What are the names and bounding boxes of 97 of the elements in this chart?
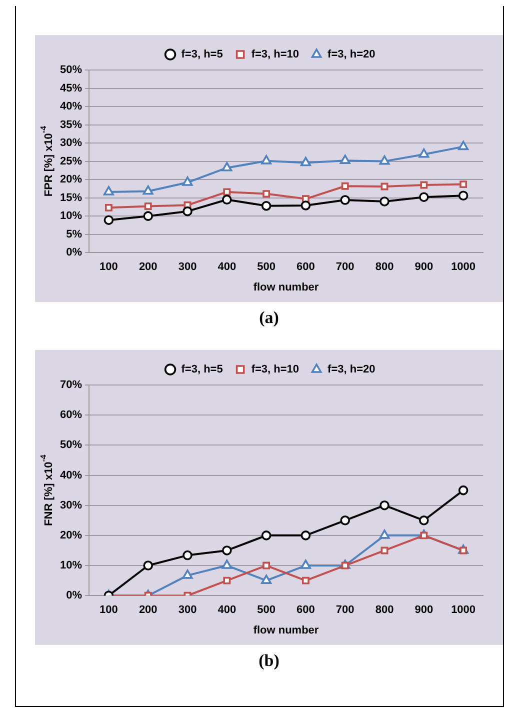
y-tick-label: 30% bbox=[60, 137, 82, 150]
point bbox=[223, 188, 231, 196]
point bbox=[380, 196, 390, 206]
legend-label: f=3, h=5 bbox=[181, 48, 223, 61]
legend-label: f=3, h=20 bbox=[328, 48, 376, 61]
x-axis-title: flow number bbox=[253, 624, 320, 636]
x-tick-label: 300 bbox=[178, 261, 197, 274]
point bbox=[103, 186, 114, 196]
point bbox=[458, 485, 468, 496]
point bbox=[300, 560, 311, 569]
x-tick-label: 900 bbox=[414, 604, 434, 616]
x-tick-label: 1000 bbox=[451, 261, 476, 274]
point bbox=[458, 140, 469, 150]
y-tick-label: 0% bbox=[66, 590, 82, 602]
point bbox=[460, 180, 468, 188]
point bbox=[380, 500, 390, 510]
x-tick-label: 700 bbox=[336, 261, 354, 274]
point bbox=[261, 200, 272, 211]
point bbox=[182, 176, 193, 186]
y-tick-label: 50% bbox=[60, 64, 82, 76]
text: (b) bbox=[258, 651, 280, 671]
point bbox=[340, 195, 350, 205]
y-tick-label: 20% bbox=[60, 529, 82, 542]
y-tick-label: 5% bbox=[66, 228, 82, 240]
x-tick-label: 100 bbox=[100, 604, 118, 616]
point bbox=[143, 560, 154, 570]
legend-label: f=3, h=20 bbox=[328, 364, 376, 376]
legend-label: f=3, h=5 bbox=[181, 364, 223, 376]
point bbox=[300, 156, 311, 166]
y-tick-label: 0% bbox=[66, 246, 82, 259]
y-tick-label: 40% bbox=[60, 469, 82, 482]
x-tick-label: 500 bbox=[257, 261, 276, 274]
x-tick-label: 900 bbox=[414, 261, 434, 274]
point bbox=[222, 162, 232, 172]
y-tick-label: 40% bbox=[60, 100, 82, 113]
y-axis-title: FPR [%] x10-4 bbox=[39, 125, 56, 197]
point bbox=[182, 206, 192, 216]
y-tick-label: 25% bbox=[60, 155, 82, 168]
point bbox=[418, 148, 430, 158]
y-tick-label: 70% bbox=[60, 379, 82, 392]
y-tick-label: 35% bbox=[60, 118, 82, 131]
legend-label: f=3, h=10 bbox=[251, 364, 300, 376]
x-tick-label: 600 bbox=[296, 604, 315, 616]
y-tick-label: 15% bbox=[60, 192, 82, 204]
point bbox=[222, 194, 232, 205]
legend-label: f=3, h=10 bbox=[251, 48, 300, 61]
text: (a) bbox=[258, 308, 280, 328]
x-tick-label: 1000 bbox=[451, 604, 476, 616]
point bbox=[142, 185, 154, 195]
point bbox=[261, 574, 272, 584]
y-tick-label: 50% bbox=[60, 439, 82, 452]
point bbox=[380, 546, 388, 554]
point bbox=[182, 550, 192, 560]
point bbox=[419, 192, 429, 202]
y-axis-title: FNR [%] x10-4 bbox=[39, 454, 56, 526]
y-tick-label: 45% bbox=[60, 82, 82, 94]
point bbox=[380, 182, 388, 190]
y-tick-label: 10% bbox=[60, 560, 82, 572]
point bbox=[104, 204, 112, 212]
x-tick-label: 600 bbox=[296, 261, 315, 274]
point bbox=[144, 202, 152, 210]
point bbox=[262, 190, 270, 198]
x-tick-label: 500 bbox=[257, 604, 276, 616]
point bbox=[300, 200, 311, 210]
x-tick-label: 200 bbox=[138, 604, 158, 616]
x-tick-label: 200 bbox=[138, 261, 158, 274]
x-tick-label: 300 bbox=[178, 604, 197, 616]
point bbox=[379, 530, 390, 539]
y-tick-label: 30% bbox=[60, 499, 82, 512]
x-tick-label: 400 bbox=[218, 604, 236, 616]
x-tick-label: 100 bbox=[100, 261, 118, 274]
point bbox=[104, 215, 114, 225]
y-tick-label: 60% bbox=[60, 409, 82, 422]
y-tick-label: 10% bbox=[60, 210, 82, 222]
point bbox=[340, 154, 350, 164]
x-tick-label: 700 bbox=[336, 604, 354, 616]
point bbox=[182, 570, 193, 579]
point bbox=[302, 576, 310, 584]
y-tick-label: 20% bbox=[60, 174, 82, 186]
point bbox=[262, 562, 270, 570]
point bbox=[379, 155, 390, 165]
point bbox=[223, 576, 231, 584]
point bbox=[143, 211, 154, 221]
point bbox=[419, 515, 429, 526]
x-tick-label: 800 bbox=[375, 261, 394, 274]
point bbox=[222, 546, 232, 556]
x-tick-label: 800 bbox=[375, 604, 394, 616]
point bbox=[420, 181, 428, 189]
point bbox=[458, 190, 468, 201]
x-axis-title: flow number bbox=[253, 281, 320, 294]
point bbox=[300, 530, 311, 540]
point bbox=[222, 560, 232, 569]
point bbox=[341, 182, 349, 190]
point bbox=[261, 155, 272, 164]
x-tick-label: 400 bbox=[218, 261, 236, 274]
point bbox=[261, 530, 272, 540]
point bbox=[340, 515, 350, 526]
